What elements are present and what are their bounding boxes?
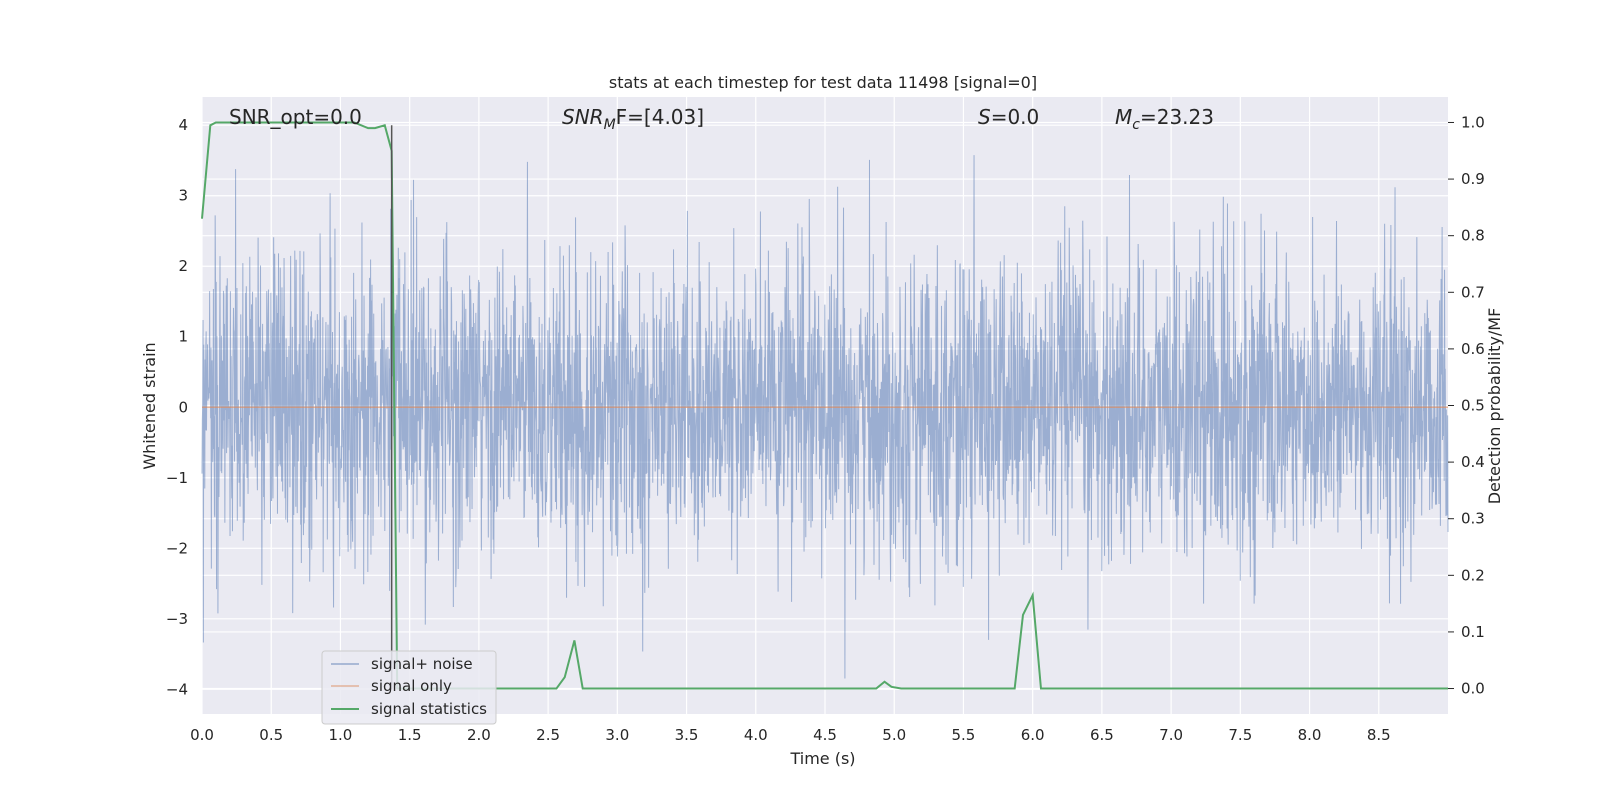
snr-mf-sub: M (604, 117, 616, 133)
y-left-tick-label: 4 (178, 116, 188, 134)
x-tick-label: 4.0 (744, 726, 768, 744)
x-tick-label: 6.5 (1090, 726, 1114, 744)
s-suffix: =0.0 (991, 105, 1040, 129)
y-right-tick-label: 0.1 (1461, 623, 1485, 641)
x-tick-label: 4.5 (813, 726, 837, 744)
legend: signal+ noise signal only signal statist… (321, 650, 497, 725)
y-right-tick-label: 0.0 (1461, 680, 1485, 698)
x-axis-label: Time (s) (789, 749, 855, 768)
x-tick-label: 2.5 (536, 726, 560, 744)
y-left-tick-label: 0 (178, 398, 188, 416)
x-tick-label: 8.0 (1298, 726, 1322, 744)
signal-noise-line (201, 155, 1449, 679)
y-left-axis-label: Whitened strain (140, 342, 159, 469)
y-left-tick-label: −2 (166, 539, 188, 557)
x-tick-label: 5.5 (952, 726, 976, 744)
y-left-tick-labels: −4 −3 −2 −1 0 1 2 3 4 (166, 116, 188, 698)
mc-prefix: M (1115, 105, 1132, 129)
x-tick-label: 6.0 (1021, 726, 1045, 744)
y-left-tick-label: −3 (166, 610, 188, 628)
x-tick-label: 2.0 (467, 726, 491, 744)
legend-noise-label: signal+ noise (371, 655, 473, 673)
x-tick-label: 0.0 (190, 726, 214, 744)
chart-title: stats at each timestep for test data 114… (609, 73, 1037, 92)
legend-box (321, 650, 497, 725)
y-right-tick-label: 0.6 (1461, 340, 1485, 358)
y-right-tick-label: 0.7 (1461, 283, 1485, 301)
s-annotation: S=0.0 (978, 105, 1039, 129)
legend-stats-label: signal statistics (371, 700, 487, 718)
x-tick-label: 7.0 (1159, 726, 1183, 744)
x-tick-label: 3.0 (605, 726, 629, 744)
noise-series (201, 155, 1449, 679)
y-left-tick-label: −4 (166, 680, 188, 698)
y-right-tick-label: 0.5 (1461, 397, 1485, 415)
x-tick-label: 0.5 (259, 726, 283, 744)
snr-opt-annotation: SNR_opt=0.0 (229, 105, 362, 129)
legend-signal-label: signal only (371, 677, 452, 695)
x-tick-label: 8.5 (1367, 726, 1391, 744)
y-right-tick-label: 0.3 (1461, 510, 1485, 528)
stats-series (201, 121, 1448, 690)
y-right-tick-label: 0.9 (1461, 170, 1485, 188)
x-tick-label: 7.5 (1228, 726, 1252, 744)
y-right-tick-label: 0.4 (1461, 453, 1485, 471)
snr-mf-suffix: F=[4.03] (616, 105, 704, 129)
y-right-axis-label: Detection probability/MF (1485, 308, 1504, 505)
mc-annotation: Mc=23.23 (1115, 105, 1214, 133)
snr-mf-annotation: SNRMF=[4.03] (562, 105, 704, 133)
y-left-tick-label: −1 (166, 469, 188, 487)
y-left-tick-label: 3 (178, 187, 188, 205)
x-tick-label: 1.0 (329, 726, 353, 744)
y-right-tick-label: 1.0 (1461, 113, 1485, 131)
snr-mf-prefix: SNR (562, 105, 604, 129)
x-tick-label: 5.0 (882, 726, 906, 744)
s-prefix: S (978, 105, 991, 129)
x-tick-labels: 0.0 0.5 1.0 1.5 2.0 2.5 3.0 3.5 4.0 4.5 5.0 5.5 6.0 6… (190, 726, 1391, 744)
y-right-tick-labels: 0.0 0.1 0.2 0.3 0.4 0.5 0.6 0.7 0.8 0.9 1.0 (1448, 113, 1485, 698)
mc-sub: c (1132, 117, 1140, 133)
x-tick-label: 3.5 (675, 726, 699, 744)
y-right-tick-label: 0.2 (1461, 566, 1485, 584)
mc-suffix: =23.23 (1140, 105, 1214, 129)
y-left-tick-label: 2 (178, 257, 188, 275)
y-right-tick-label: 0.8 (1461, 227, 1485, 245)
signal-statistics-line (201, 121, 1448, 690)
y-left-tick-label: 1 (178, 328, 188, 346)
x-tick-label: 1.5 (398, 726, 422, 744)
